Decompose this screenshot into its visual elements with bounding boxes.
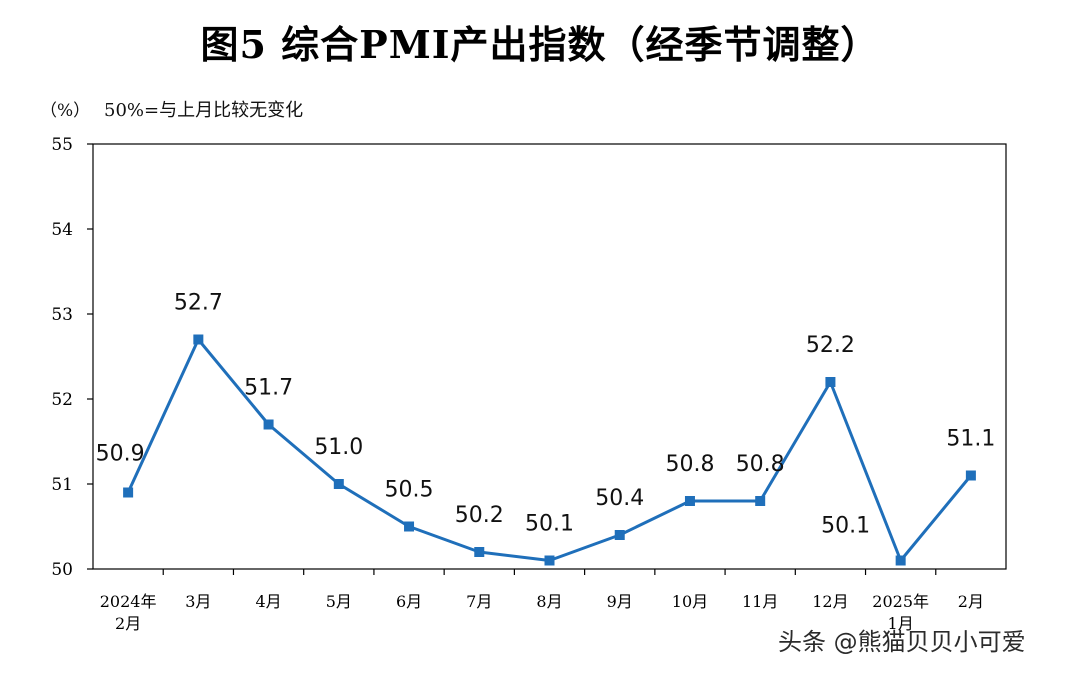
x-tick-label: 10月 — [672, 592, 708, 611]
y-tick-label: 50 — [51, 560, 73, 580]
data-label: 52.2 — [806, 333, 855, 358]
data-label: 51.7 — [244, 376, 293, 401]
data-label: 52.7 — [174, 291, 223, 316]
data-point — [684, 496, 695, 506]
x-tick-label: 2024年 2月 — [100, 592, 157, 633]
x-tick-label: 2025年 1月 — [872, 592, 929, 633]
data-point — [123, 487, 134, 498]
x-tick-label: 9月 — [607, 592, 633, 611]
x-tick-label: 11月 — [742, 592, 778, 611]
x-tick-label: 6月 — [396, 592, 422, 611]
x-tick-label: 8月 — [536, 592, 562, 611]
y-tick-label: 52 — [51, 390, 73, 410]
data-point — [544, 555, 555, 566]
data-label: 51.1 — [946, 427, 995, 452]
data-label: 50.5 — [385, 478, 434, 503]
data-point — [333, 479, 344, 489]
data-point — [755, 496, 766, 506]
data-point — [404, 521, 415, 532]
data-point — [965, 470, 976, 481]
x-tick-label: 2月 — [958, 592, 984, 611]
data-point — [614, 530, 625, 540]
plot-frame — [92, 143, 1007, 570]
data-point — [895, 555, 906, 566]
data-point — [474, 547, 485, 557]
y-tick-label: 53 — [51, 305, 73, 325]
y-tick-label: 55 — [51, 135, 73, 155]
data-label: 51.0 — [314, 435, 363, 460]
x-tick-label: 5月 — [326, 592, 352, 611]
y-axis-unit: （%） — [40, 101, 91, 121]
y-tick-label: 51 — [51, 475, 73, 495]
x-tick-label: 12月 — [812, 592, 848, 611]
x-tick-label: 3月 — [185, 592, 211, 611]
y-tick-label: 54 — [51, 220, 73, 240]
data-label: 50.4 — [595, 486, 644, 511]
chart-title: 图5 综合PMI产出指数（经季节调整） — [200, 22, 880, 67]
data-point — [263, 419, 274, 430]
data-label: 50.8 — [665, 452, 714, 477]
data-point — [193, 334, 204, 345]
data-label: 50.9 — [96, 442, 145, 467]
chart-note: 50%=与上月比较无变化 — [104, 100, 304, 121]
x-tick-label: 4月 — [255, 592, 281, 611]
data-label: 50.2 — [455, 503, 504, 528]
data-point — [825, 377, 836, 387]
data-label: 50.1 — [525, 512, 574, 537]
x-tick-label: 7月 — [466, 592, 492, 611]
data-label: 50.8 — [736, 452, 785, 477]
data-label: 50.1 — [821, 514, 870, 539]
watermark: 头条 @熊猫贝贝小可爱 — [778, 628, 1026, 656]
